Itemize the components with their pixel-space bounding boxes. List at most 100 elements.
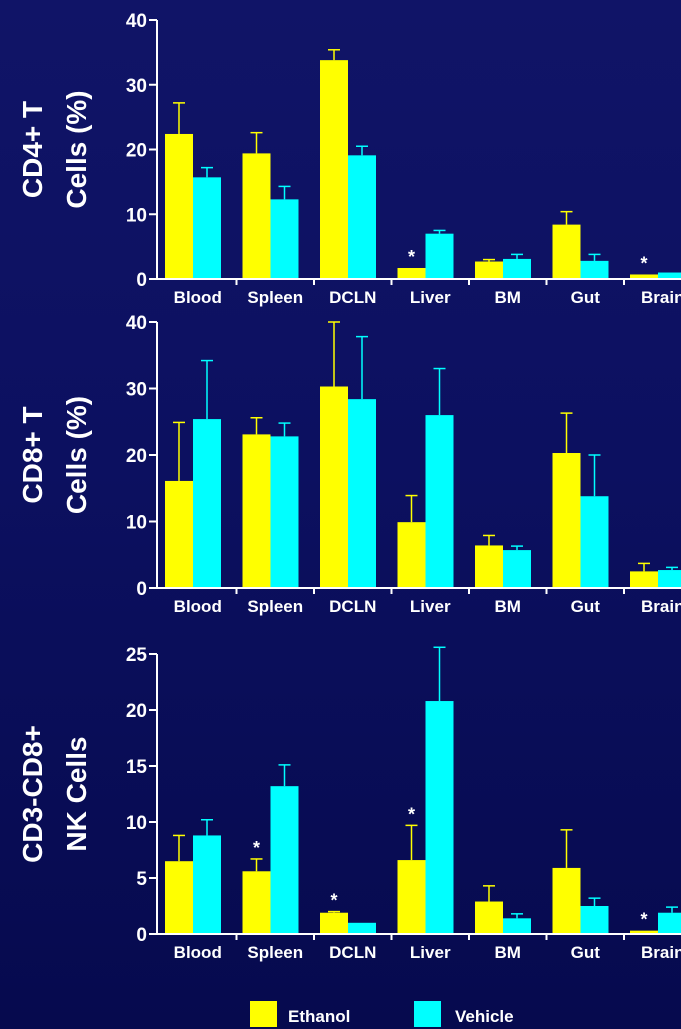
x-tick-label-blood: Blood [174,943,222,962]
y-axis-label-line-2: NK Cells [61,736,92,851]
legend-swatch-ethanol [250,1001,277,1027]
x-tick-label-liver: Liver [410,597,451,616]
significance-marker-liver: * [408,247,415,267]
significance-marker-brain: * [640,253,647,273]
significance-marker-spleen: * [253,838,260,858]
x-tick-label-spleen: Spleen [247,288,303,307]
bar-vehicle-bm [503,918,531,934]
x-tick-label-dcln: DCLN [329,943,376,962]
y-tick-label-30: 30 [126,76,147,97]
x-tick-label-dcln: DCLN [329,288,376,307]
bar-vehicle-brain [658,912,681,934]
y-tick-label-10: 10 [126,205,147,226]
bar-ethanol-blood [165,861,193,934]
y-tick-label-40: 40 [126,313,147,334]
y-tick-label-10: 10 [126,813,147,834]
significance-marker-dcln: * [330,891,337,911]
bar-ethanol-blood [165,133,193,279]
bar-ethanol-blood [165,480,193,588]
y-tick-label-0: 0 [136,925,147,946]
bar-vehicle-spleen [270,786,299,934]
x-tick-label-liver: Liver [410,288,451,307]
bar-ethanol-gut [552,867,581,934]
bar-vehicle-dcln [348,399,376,588]
y-tick-label-40: 40 [126,11,147,32]
chart-panel-3: * * * * 0 5 10 15 20 25 Blood Spleen DCLN Liver BM Gut B… [17,645,681,962]
x-tick-label-brain: Brain [641,597,681,616]
y-tick-label-20: 20 [126,141,147,162]
y-tick-label-5: 5 [136,869,147,890]
bar-ethanol-gut [552,453,581,588]
bar-vehicle-gut [580,496,609,588]
bar-ethanol-brain [630,571,658,588]
x-tick-label-gut: Gut [571,597,601,616]
bar-ethanol-liver [397,522,426,588]
y-tick-label-0: 0 [136,579,147,600]
y-tick-label-30: 30 [126,380,147,401]
bar-ethanol-bm [475,545,503,588]
bar-ethanol-liver [397,267,426,279]
x-tick-label-gut: Gut [571,288,601,307]
x-tick-label-blood: Blood [174,597,222,616]
y-tick-label-10: 10 [126,513,147,534]
y-tick-label-0: 0 [136,270,147,291]
x-tick-label-dcln: DCLN [329,597,376,616]
bar-vehicle-spleen [270,199,299,279]
bar-ethanol-gut [552,224,581,279]
x-tick-label-bm: BM [495,597,521,616]
significance-marker-brain: * [640,910,647,930]
y-tick-label-25: 25 [126,645,148,666]
bar-ethanol-dcln [320,912,348,934]
y-axis-label-line-1: CD3-CD8+ [17,725,48,863]
bar-vehicle-liver [425,415,454,588]
chart-panel-1: * * 0 10 20 30 40 Blood Spleen DCLN Liver BM Gut Brai… [17,11,681,307]
bar-vehicle-gut [580,906,609,934]
bar-ethanol-dcln [320,60,348,279]
bar-ethanol-dcln [320,386,348,588]
bar-ethanol-brain [630,930,658,934]
bar-ethanol-bm [475,901,503,934]
x-tick-label-liver: Liver [410,943,451,962]
bar-vehicle-liver [425,701,454,934]
bar-vehicle-brain [658,272,681,279]
bar-vehicle-liver [425,233,454,279]
bar-ethanol-spleen [242,153,271,279]
x-tick-label-brain: Brain [641,288,681,307]
significance-marker-liver: * [408,804,415,824]
x-tick-label-gut: Gut [571,943,601,962]
bar-vehicle-spleen [270,436,299,588]
x-tick-label-blood: Blood [174,288,222,307]
bar-vehicle-dcln [348,155,376,279]
y-tick-label-20: 20 [126,701,147,722]
chart-legend: Ethanol Vehicle [250,1001,514,1027]
bar-ethanol-spleen [242,434,271,588]
x-tick-label-bm: BM [495,288,521,307]
y-axis-label-line-1: CD8+ T [17,406,48,503]
x-tick-label-brain: Brain [641,943,681,962]
bar-ethanol-brain [630,274,658,279]
bar-vehicle-gut [580,260,609,279]
legend-label-vehicle: Vehicle [455,1007,514,1026]
y-tick-label-15: 15 [126,757,148,778]
x-tick-label-bm: BM [495,943,521,962]
bar-vehicle-blood [193,419,221,588]
bar-vehicle-brain [658,570,681,588]
bar-ethanol-spleen [242,871,271,934]
legend-label-ethanol: Ethanol [288,1007,350,1026]
legend-swatch-vehicle [414,1001,441,1027]
bar-vehicle-bm [503,258,531,279]
y-axis-label-line-1: CD4+ T [17,101,48,198]
chart-panels: * * 0 10 20 30 40 Blood Spleen DCLN Liver BM Gut Brai… [17,11,681,962]
bar-vehicle-dcln [348,922,376,934]
chart-panel-2: 0 10 20 30 40 Blood Spleen DCLN Liver BM Gut Brain C… [17,313,681,616]
bar-ethanol-liver [397,860,426,934]
x-tick-label-spleen: Spleen [247,943,303,962]
bar-vehicle-blood [193,177,221,279]
bar-ethanol-bm [475,261,503,279]
bar-vehicle-bm [503,550,531,588]
y-axis-label-line-2: Cells (%) [61,396,92,514]
x-tick-label-spleen: Spleen [247,597,303,616]
bar-vehicle-blood [193,835,221,934]
y-axis-label-line-2: Cells (%) [61,90,92,208]
